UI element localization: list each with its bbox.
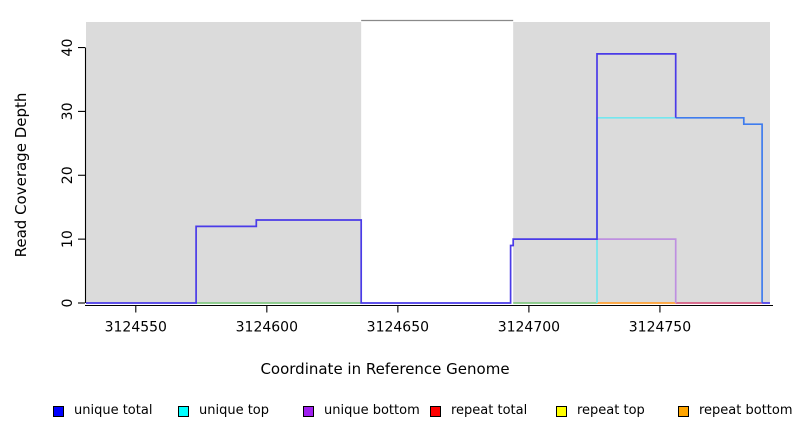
legend-entry-unique-bottom: unique bottom — [303, 403, 420, 419]
unique-top-swatch-icon — [178, 405, 189, 417]
legend-label: repeat top — [577, 403, 645, 418]
plot-background — [86, 19, 770, 303]
y-tick-label: 40 — [60, 39, 76, 57]
legend-entry-repeat-total: repeat total — [430, 403, 527, 419]
series-unique-bottom-purple — [597, 238, 677, 303]
repeat-total-swatch-icon — [430, 405, 441, 417]
legend-label: unique bottom — [324, 403, 420, 418]
x-tick-label: 3124750 — [629, 320, 691, 336]
x-axis-title: Coordinate in Reference Genome — [260, 360, 510, 378]
legend-label: unique top — [199, 403, 270, 418]
axis-tick-labels: 3124550 3124600 3124650 3124700 3124750 0 10 20… — [60, 39, 691, 336]
coverage-series — [86, 53, 770, 304]
y-axis-title: Read Coverage Depth — [12, 92, 30, 258]
unique-bottom-swatch-icon — [303, 405, 314, 417]
x-tick-label: 3124650 — [367, 320, 429, 336]
repeat-bottom-swatch-icon — [678, 405, 689, 417]
legend-label: repeat bottom — [699, 403, 792, 418]
y-tick-label: 10 — [60, 230, 76, 248]
x-tick-label: 3124550 — [105, 320, 167, 336]
legend-entry-repeat-top: repeat top — [556, 403, 645, 419]
repeat-top-swatch-icon — [556, 405, 567, 417]
y-tick-label: 20 — [60, 166, 76, 184]
axes — [78, 46, 773, 313]
legend-label: unique total — [74, 403, 153, 418]
legend-entry-unique-top: unique top — [178, 403, 269, 419]
series-overlap-royal-blue — [675, 116, 763, 303]
legend-entry-unique-total: unique total — [53, 403, 152, 419]
series-unique-total-blue — [86, 53, 677, 304]
x-tick-label: 3124600 — [236, 320, 298, 336]
uncovered-gap-region — [361, 20, 514, 303]
legend: unique total unique top unique bottom re… — [0, 403, 792, 423]
y-tick-label: 30 — [60, 102, 76, 120]
legend-entry-repeat-bottom: repeat bottom — [678, 403, 792, 419]
x-tick-label: 3124700 — [498, 320, 560, 336]
legend-label: repeat total — [451, 403, 528, 418]
unique-total-swatch-icon — [53, 405, 64, 417]
y-tick-label: 0 — [60, 299, 76, 308]
